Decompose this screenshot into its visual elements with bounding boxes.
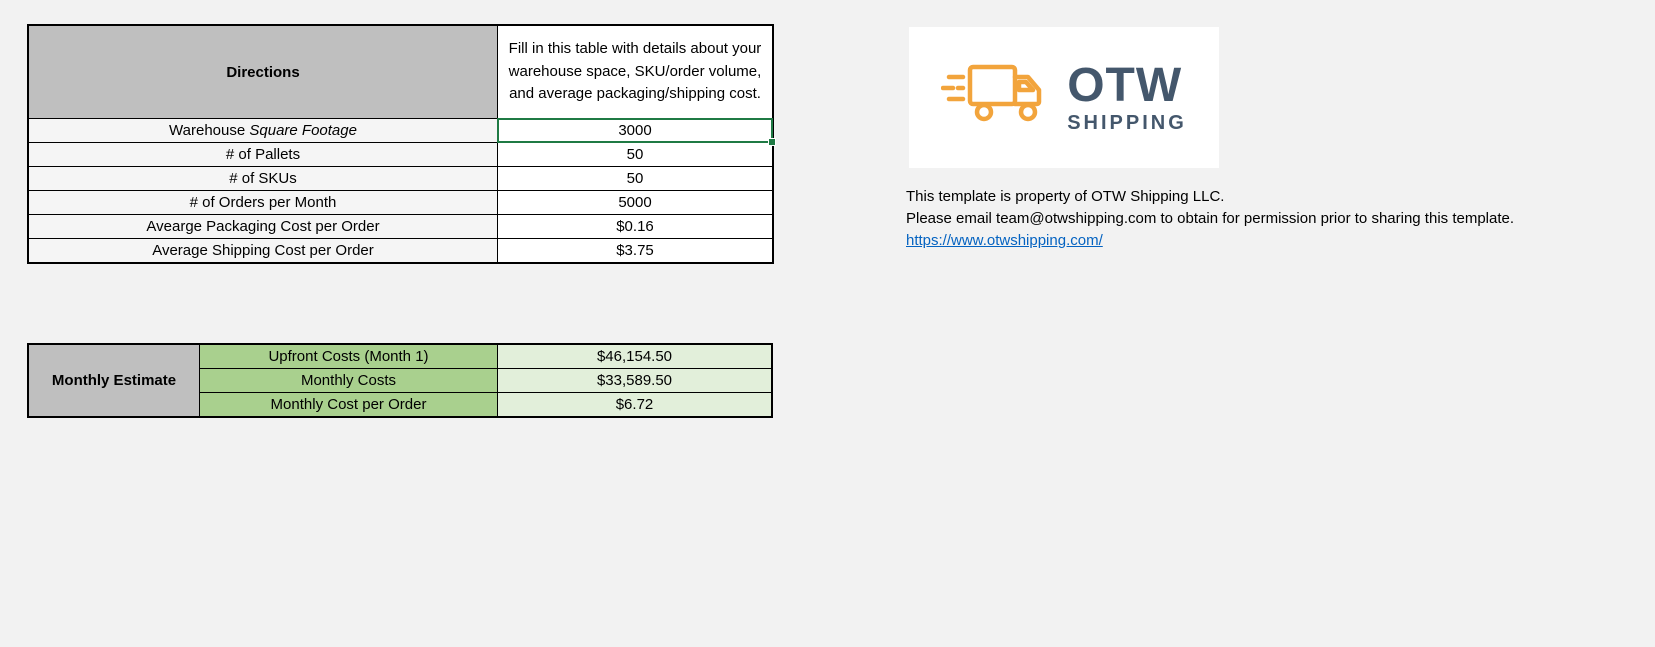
logo-wordmark: OTW SHIPPING: [1067, 59, 1187, 134]
otw-shipping-logo: OTW SHIPPING: [909, 27, 1219, 168]
skus-value-cell[interactable]: 50: [498, 167, 772, 190]
upfront-costs-value-cell: $46,154.50: [498, 345, 771, 368]
orders-per-month-label-cell: # of Orders per Month: [29, 191, 497, 214]
monthly-cost-per-order-value-cell: $6.72: [498, 393, 771, 416]
logo-title: OTW: [1067, 59, 1183, 112]
pallets-label-cell: # of Pallets: [29, 143, 497, 166]
monthly-estimate-table: Monthly Estimate Upfront Costs (Month 1)…: [27, 343, 773, 418]
permission-text: Please email team@otwshipping.com to obt…: [906, 210, 1515, 227]
warehouse-sqft-value-cell[interactable]: 3000: [497, 118, 776, 146]
monthly-costs-label-cell: Monthly Costs: [200, 369, 497, 392]
orders-per-month-value-cell[interactable]: 5000: [498, 191, 772, 214]
directions-header-cell: Directions: [29, 26, 497, 118]
monthly-estimate-header-cell: Monthly Estimate: [29, 345, 199, 416]
shipping-cost-value-cell[interactable]: $3.75: [498, 239, 772, 262]
skus-label-cell: # of SKUs: [29, 167, 497, 190]
warehouse-sqft-label-cell: Warehouse Square Footage: [29, 119, 497, 142]
logo-subtitle: SHIPPING: [1067, 112, 1187, 134]
upfront-costs-label-cell: Upfront Costs (Month 1): [200, 345, 497, 368]
warehouse-sqft-label-italic: Square Footage: [249, 122, 357, 139]
directions-table: Directions Fill in this table with detai…: [27, 24, 776, 264]
directions-description-cell: Fill in this table with details about yo…: [498, 26, 772, 118]
monthly-costs-value-cell: $33,589.50: [498, 369, 771, 392]
template-ownership-text: This template is property of OTW Shippin…: [906, 188, 1225, 205]
packaging-cost-label-cell: Avearge Packaging Cost per Order: [29, 215, 497, 238]
monthly-cost-per-order-label-cell: Monthly Cost per Order: [200, 393, 497, 416]
shipping-cost-label-cell: Average Shipping Cost per Order: [29, 239, 497, 262]
pallets-value-cell[interactable]: 50: [498, 143, 772, 166]
template-notes: This template is property of OTW Shippin…: [906, 186, 1514, 252]
packaging-cost-value-cell[interactable]: $0.16: [498, 215, 772, 238]
warehouse-sqft-label: Warehouse: [169, 122, 246, 139]
truck-icon: [940, 59, 1053, 136]
website-link[interactable]: https://www.otwshipping.com/: [906, 232, 1103, 249]
